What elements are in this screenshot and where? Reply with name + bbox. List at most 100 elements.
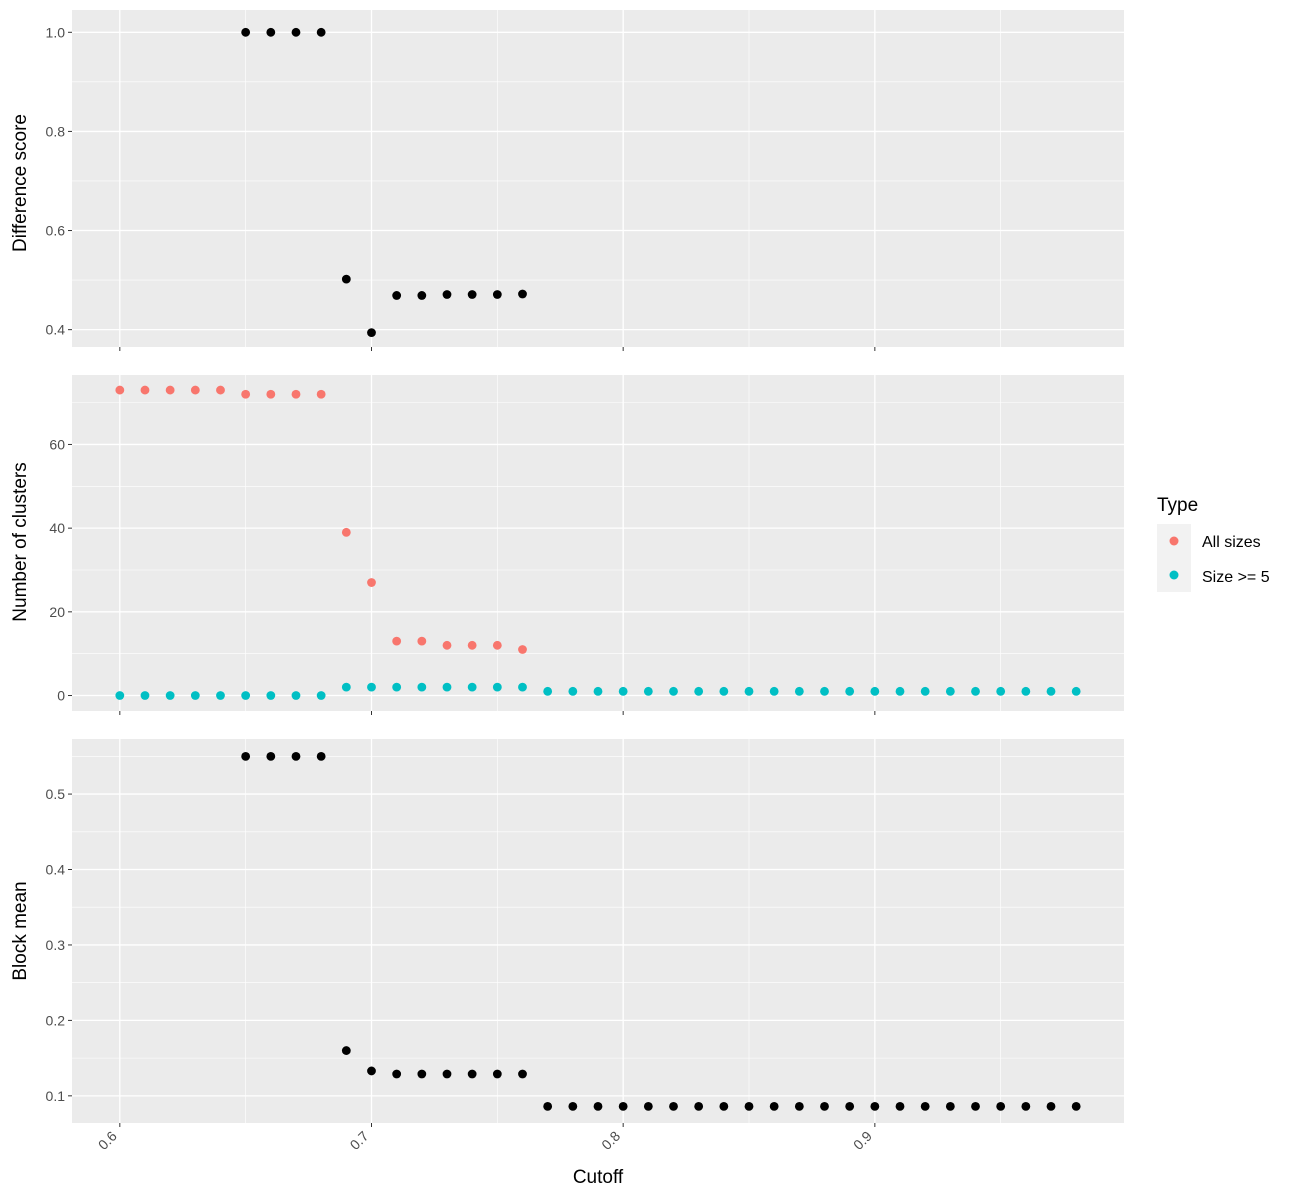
data-point — [643, 1102, 653, 1111]
data-point — [568, 686, 578, 696]
data-point — [367, 1066, 376, 1076]
data-point — [870, 1102, 880, 1111]
data-point — [895, 686, 905, 696]
data-point — [140, 691, 150, 700]
data-point — [593, 686, 603, 696]
series-2 — [115, 682, 1081, 700]
data-point — [467, 682, 477, 692]
data-point — [518, 645, 527, 654]
data-point — [694, 1102, 704, 1111]
y-tick-label: 0 — [57, 688, 65, 704]
data-point — [996, 1102, 1006, 1111]
data-point — [492, 1069, 502, 1079]
data-point — [367, 682, 376, 692]
data-point — [367, 328, 376, 338]
data-point — [140, 385, 150, 395]
y-tick-label: 0.4 — [46, 322, 66, 338]
data-point — [870, 686, 880, 696]
data-point — [241, 751, 251, 761]
data-point — [920, 686, 930, 696]
data-point — [190, 385, 200, 395]
data-point — [518, 682, 527, 692]
panel-background — [72, 739, 1124, 1123]
data-point — [568, 1102, 578, 1111]
data-point — [1071, 686, 1081, 696]
data-point — [190, 691, 200, 700]
data-point — [1046, 686, 1056, 696]
data-point — [895, 1102, 905, 1111]
data-point — [1071, 1102, 1081, 1111]
data-point — [165, 385, 175, 395]
panel-2: 0 20 40 60 Number of clusters — [10, 375, 1124, 715]
data-point — [316, 751, 326, 761]
data-point — [769, 1102, 779, 1111]
data-point — [492, 290, 502, 299]
data-point — [417, 682, 427, 692]
panel-background — [72, 10, 1124, 347]
legend-label-all-sizes: All sizes — [1202, 534, 1261, 551]
data-point — [744, 686, 754, 696]
legend-key-all-sizes — [1169, 536, 1179, 546]
data-point — [794, 1102, 804, 1111]
data-point — [291, 389, 301, 399]
data-point — [417, 291, 427, 300]
y-tick-label: 20 — [49, 604, 65, 620]
data-point — [367, 578, 376, 587]
data-point — [845, 686, 855, 696]
data-point — [643, 686, 653, 696]
panels: 0.4 0.6 0.8 1.0 Difference score 0 20 40 60 Numbe… — [10, 10, 1124, 1153]
data-point — [442, 290, 452, 299]
data-point — [543, 686, 553, 696]
legend: Type All sizes Size >= 5 — [1157, 495, 1270, 592]
data-point — [392, 682, 402, 692]
y-tick-label: 1.0 — [46, 24, 66, 40]
data-point — [744, 1102, 754, 1111]
y-tick-label: 0.8 — [46, 123, 66, 139]
y-tick-label: 0.1 — [46, 1088, 66, 1104]
data-point — [1021, 686, 1031, 696]
data-point — [945, 1102, 955, 1111]
y-tick-label: 40 — [49, 520, 65, 536]
data-point — [115, 385, 125, 395]
y-tick-label: 60 — [49, 436, 65, 452]
data-point — [820, 1102, 829, 1111]
data-point — [266, 751, 276, 761]
data-point — [769, 686, 779, 696]
data-point — [341, 682, 351, 692]
data-point — [467, 290, 477, 299]
data-point — [316, 691, 326, 700]
data-point — [694, 686, 704, 696]
panel-1: 0.4 0.6 0.8 1.0 Difference score — [10, 10, 1124, 351]
data-point — [316, 27, 326, 37]
data-point — [341, 527, 351, 537]
data-point — [442, 1069, 452, 1079]
data-point — [241, 691, 251, 700]
data-point — [543, 1102, 553, 1111]
data-point — [291, 27, 301, 37]
data-point — [291, 691, 301, 700]
data-point — [467, 640, 477, 650]
series-1 — [241, 751, 1081, 1111]
y-tick-label: 0.4 — [46, 862, 66, 878]
data-point — [1046, 1102, 1056, 1111]
data-point — [794, 686, 804, 696]
data-point — [291, 751, 301, 761]
legend-key-size-5 — [1169, 570, 1179, 580]
data-point — [719, 686, 729, 696]
data-point — [845, 1102, 855, 1111]
data-point — [920, 1102, 930, 1111]
y-axis-title: Difference score — [10, 114, 31, 252]
data-point — [216, 691, 225, 700]
data-point — [669, 1102, 678, 1111]
x-axis-title: Cutoff — [573, 1167, 624, 1188]
legend-title: Type — [1157, 495, 1198, 516]
data-point — [971, 686, 980, 696]
data-point — [820, 686, 829, 696]
data-point — [392, 1069, 402, 1079]
y-axis-title: Number of clusters — [10, 462, 31, 621]
data-point — [518, 289, 527, 299]
y-tick-label: 0.5 — [46, 786, 66, 802]
panel-background — [72, 375, 1124, 711]
